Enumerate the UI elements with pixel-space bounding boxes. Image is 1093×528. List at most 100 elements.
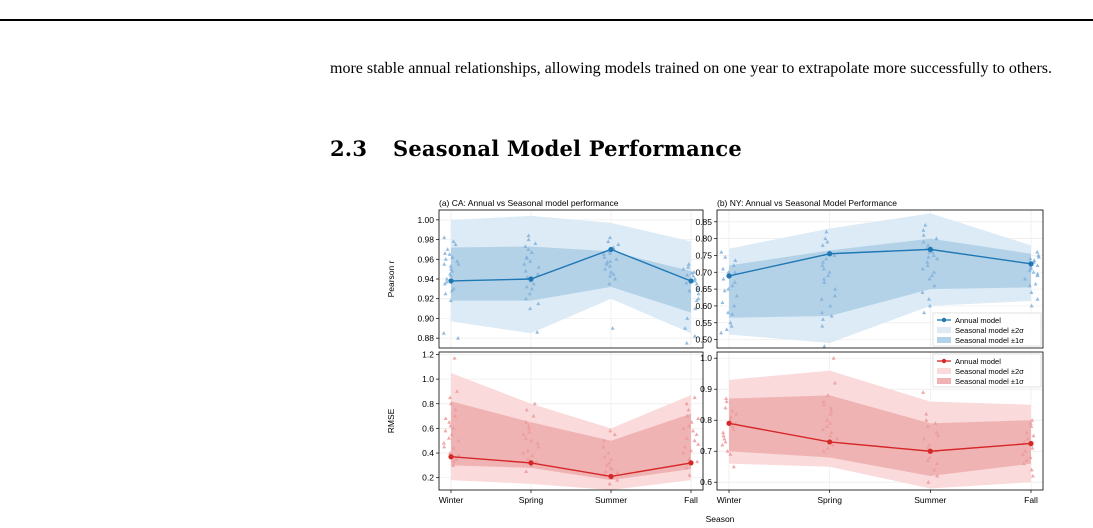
- scatter-point: [828, 303, 833, 308]
- scatter-point: [1035, 263, 1040, 268]
- scatter-point: [729, 323, 734, 328]
- scatter-point: [723, 405, 728, 410]
- scatter-point: [681, 266, 686, 271]
- scatter-point: [920, 290, 925, 294]
- scatter-point: [442, 235, 447, 240]
- scatter-point: [616, 242, 621, 246]
- scatter-point: [935, 473, 940, 478]
- scatter-point: [1025, 436, 1030, 441]
- scatter-point: [684, 340, 689, 345]
- scatter-point: [1030, 473, 1035, 478]
- plot-frame: [716, 351, 1044, 491]
- scatter-point: [1032, 258, 1037, 262]
- legend-band1-swatch: [937, 378, 951, 384]
- y-tick-label: 1.0: [422, 374, 434, 384]
- scatter-point: [606, 450, 611, 455]
- scatter-point: [535, 271, 540, 276]
- scatter-point: [454, 456, 459, 461]
- scatter-point: [728, 452, 733, 456]
- scatter-point: [451, 426, 456, 430]
- scatter-point: [923, 222, 928, 227]
- scatter-point: [934, 430, 939, 435]
- scatter-point: [730, 424, 735, 428]
- annual-model-line: [450, 456, 692, 478]
- scatter-point: [1028, 421, 1033, 425]
- scatter-point: [927, 455, 932, 459]
- scatter-point: [723, 254, 728, 259]
- scatter-point: [448, 273, 453, 278]
- scatter-point: [731, 427, 736, 432]
- scatter-point: [1029, 303, 1034, 308]
- scatter-point: [447, 420, 452, 424]
- scatter-point: [728, 320, 733, 325]
- scatter-point: [601, 444, 606, 449]
- scatter-point: [833, 286, 838, 291]
- scatter-point: [694, 298, 699, 303]
- scatter-point: [681, 426, 686, 430]
- scatter-point: [825, 424, 830, 428]
- scatter-point: [683, 444, 688, 449]
- scatter-point: [530, 453, 535, 457]
- y-tick-label: 1.2: [422, 349, 434, 359]
- scatter-point: [921, 436, 926, 441]
- scatter-point: [821, 399, 826, 404]
- scatter-point: [534, 459, 539, 464]
- scatter-point: [456, 335, 461, 340]
- annual-model-marker: [1028, 440, 1034, 447]
- scatter-point: [924, 411, 929, 416]
- scatter-point: [821, 276, 826, 281]
- scatter-point: [1030, 445, 1035, 450]
- scatter-point: [932, 283, 937, 288]
- scatter-point: [442, 281, 447, 286]
- scatter-point: [694, 432, 699, 437]
- y-tick-label: 0.88: [417, 333, 434, 343]
- scatter-point: [685, 413, 690, 418]
- scatter-point: [925, 458, 930, 463]
- scatter-point: [922, 310, 927, 315]
- scatter-point: [443, 257, 448, 261]
- scatter-point: [522, 262, 527, 266]
- scatter-point: [825, 393, 830, 397]
- scatter-point: [724, 396, 729, 401]
- scatter-point: [1035, 271, 1040, 276]
- scatter-point: [1024, 458, 1029, 463]
- y-tick-label: 1.00: [417, 215, 434, 225]
- scatter-point: [831, 442, 836, 447]
- panel-1: 0.88 0.90 0.92 0.94 0.96 0.98 1.00 (a) CA: Annu…: [386, 198, 704, 349]
- figure-x-axis-label: Season: [706, 514, 735, 524]
- scatter-point: [452, 355, 457, 360]
- body-paragraph: more stable annual relationships, allowi…: [330, 60, 1053, 77]
- x-tick-label: Spring: [817, 495, 842, 505]
- scatter-point: [925, 263, 930, 268]
- page-header-rule: [0, 19, 1093, 21]
- scatter-point: [610, 326, 615, 330]
- scatter-point: [536, 301, 541, 306]
- scatter-point: [724, 327, 729, 331]
- scatter-point: [828, 421, 833, 425]
- annual-model-marker: [927, 448, 933, 454]
- scatter-point: [448, 395, 453, 400]
- scatter-point: [721, 430, 726, 435]
- annual-model-marker: [726, 273, 732, 279]
- annual-model-marker: [827, 439, 833, 445]
- scatter-point: [1022, 276, 1027, 281]
- legend-dot-marker: [941, 358, 947, 364]
- scatter-point: [608, 259, 613, 263]
- scatter-point: [821, 259, 826, 264]
- scatter-point: [611, 271, 616, 276]
- scatter-point: [683, 326, 688, 330]
- y-tick-label: 0.4: [422, 448, 434, 458]
- scatter-point: [453, 413, 458, 418]
- scatter-point: [1029, 290, 1034, 294]
- scatter-point: [604, 262, 609, 266]
- panel-title: (a) CA: Annual vs Seasonal model perform…: [439, 198, 619, 208]
- scatter-point: [605, 260, 610, 264]
- scatter-point: [609, 466, 614, 471]
- annual-model-marker: [726, 420, 732, 426]
- scatter-point: [728, 414, 733, 419]
- y-tick-label: 0.50: [695, 335, 712, 345]
- scatter-point: [726, 270, 731, 274]
- scatter-point: [448, 298, 453, 303]
- y-tick-label: 0.96: [417, 254, 434, 264]
- scatter-point: [444, 279, 449, 284]
